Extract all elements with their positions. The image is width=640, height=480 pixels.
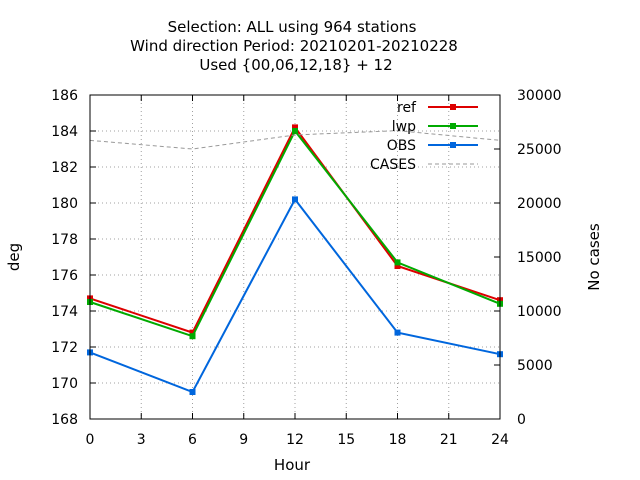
chart-title-line-3: Used {00,06,12,18} + 12 [199,56,392,74]
y2-tick-label: 15000 [517,250,562,266]
data-point-lwp [394,259,401,266]
grid [90,95,500,419]
y2-tick-label: 0 [517,412,526,428]
legend-label-ref: ref [397,100,417,116]
legend-label-lwp: lwp [392,119,416,135]
x-axis-label: Hour [274,456,311,474]
legend: ref lwp OBS CASES [370,100,478,173]
x-tick-label: 12 [286,432,304,448]
legend-marker-obs [450,142,456,148]
series-line-lwp [89,129,501,338]
x-tick-label: 0 [86,432,95,448]
x-tick-label: 9 [239,432,248,448]
legend-marker-lwp [450,123,456,129]
y-tick-label: 174 [51,304,78,320]
y-tick-label: 178 [51,232,78,248]
y2-tick-label: 20000 [517,196,562,212]
y2-tick-label: 10000 [517,304,562,320]
y2-tick-label: 5000 [517,358,553,374]
chart-title-line-1: Selection: ALL using 964 stations [168,18,417,36]
data-point-lwp [292,128,298,134]
y2-tick-label: 30000 [517,88,562,104]
data-point-obs [394,329,401,336]
y-axis-label: deg [5,243,23,271]
y-tick-label: 176 [51,268,78,284]
chart-title-line-2: Wind direction Period: 20210201-20210228 [130,37,458,55]
data-point-ref [292,124,298,131]
y-tick-label: 186 [51,88,78,104]
data-point-ref [394,263,401,269]
x-tick-label: 18 [389,432,407,448]
y-tick-label: 172 [51,340,78,356]
data-point-obs [189,389,196,395]
x-tick-label: 6 [188,432,197,448]
y-tick-label: 168 [51,412,78,428]
y2-tick-label: 25000 [517,142,562,158]
y2-axis-label: No cases [585,223,603,291]
x-tick-label: 15 [337,432,355,448]
series-line-cases [89,130,501,150]
legend-label-obs: OBS [387,138,416,154]
legend-label-cases: CASES [370,157,416,173]
x-tick-label: 21 [440,432,458,448]
ticks: 0 3 6 9 12 15 18 21 24 168 170 172 174 176 178 180 182 18… [51,88,561,448]
legend-marker-ref [450,104,456,110]
y-tick-label: 170 [51,376,78,392]
y-tick-label: 184 [51,124,78,140]
plot-frame [89,94,501,420]
data-point-lwp [189,333,196,340]
x-tick-label: 24 [491,432,509,448]
series-line-ref [89,125,501,334]
x-tick-label: 3 [137,432,146,448]
y-tick-label: 180 [51,196,78,212]
y-tick-label: 182 [51,160,78,176]
data-point-ref [189,329,196,336]
data-point-obs [292,196,298,203]
